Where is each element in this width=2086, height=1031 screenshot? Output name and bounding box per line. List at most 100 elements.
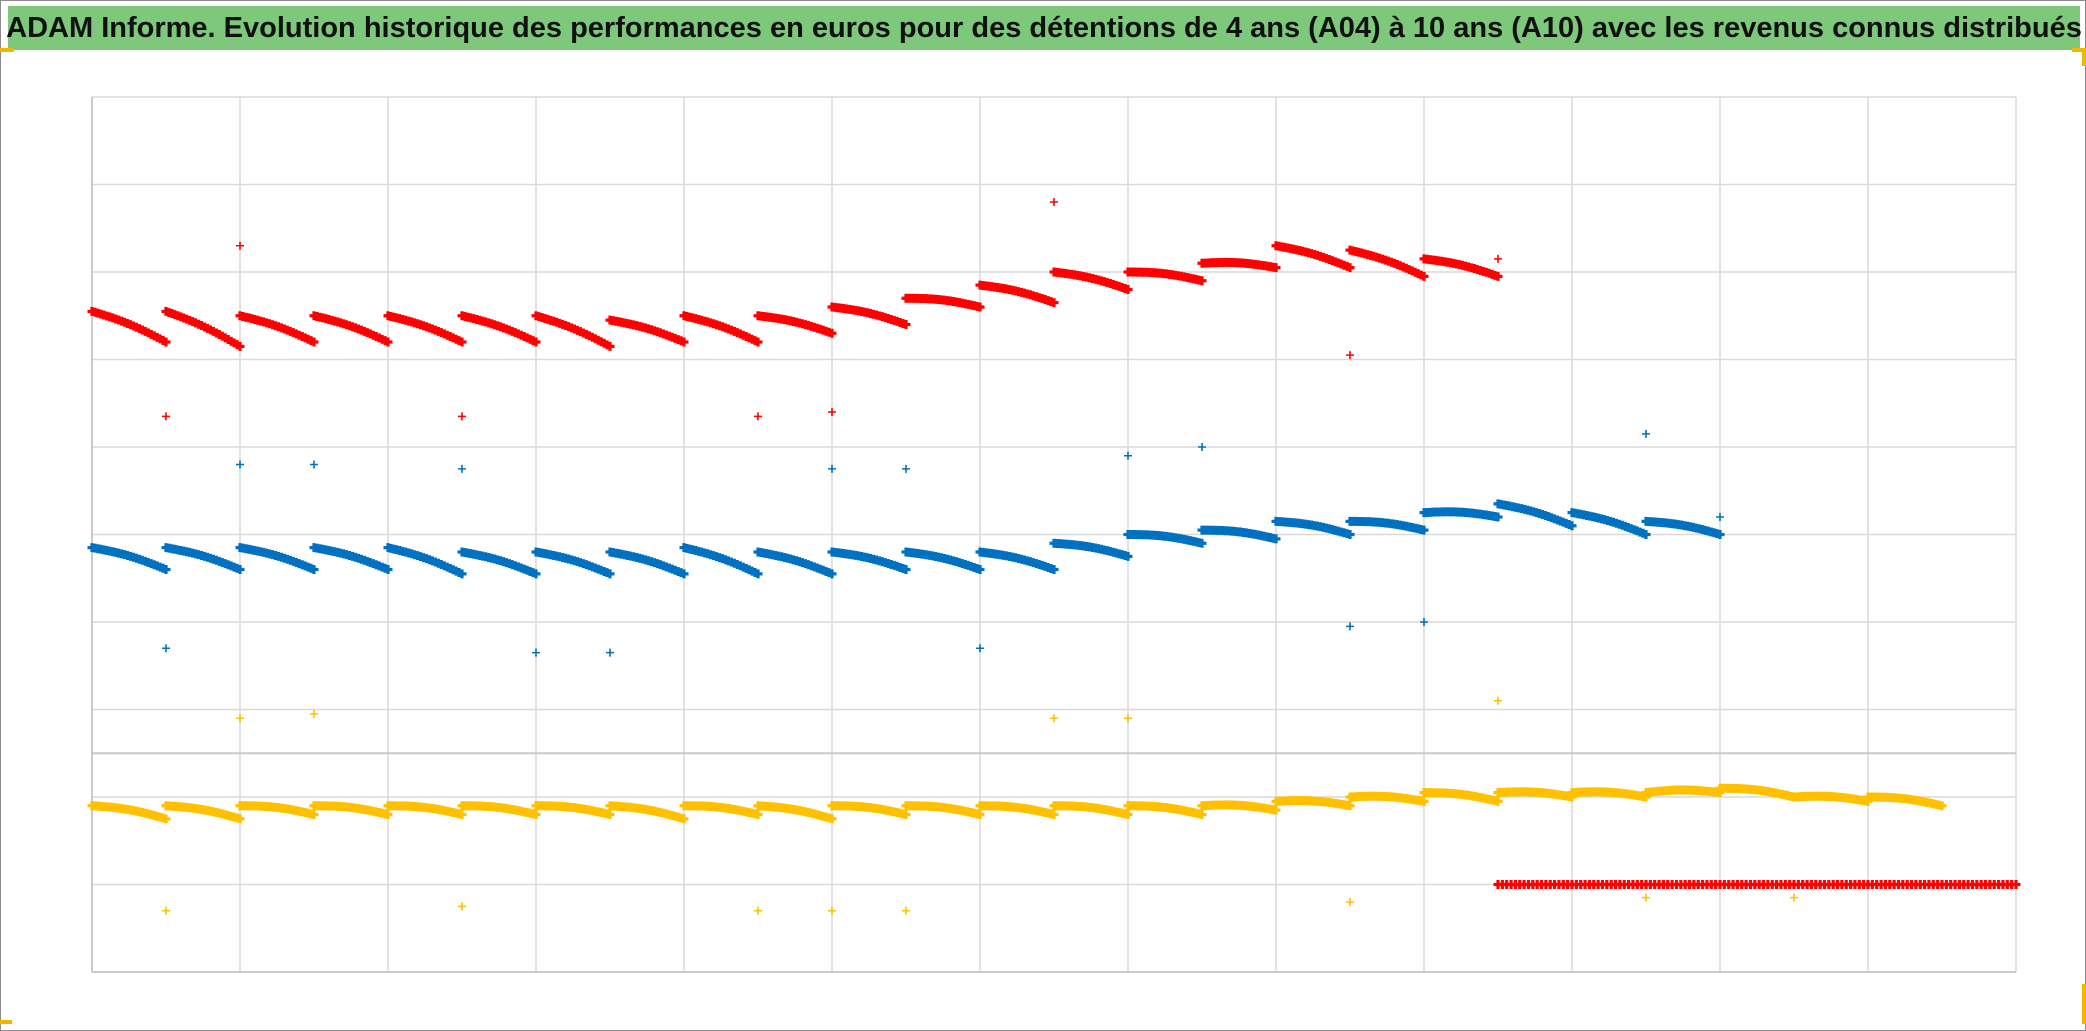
data-point xyxy=(383,810,393,819)
outlier-point xyxy=(458,464,466,473)
data-point xyxy=(827,814,837,824)
outlier-point xyxy=(236,460,244,469)
data-point xyxy=(753,337,763,347)
data-point xyxy=(1567,521,1577,531)
data-point xyxy=(605,341,615,351)
data-point xyxy=(1049,565,1059,574)
outlier-point xyxy=(236,714,244,723)
data-point xyxy=(1271,805,1281,815)
data-point xyxy=(161,565,171,574)
data-point xyxy=(679,337,689,347)
data-point xyxy=(1493,512,1503,522)
data-point xyxy=(1641,530,1651,539)
data-point xyxy=(383,565,393,574)
outlier-point xyxy=(1494,696,1502,705)
data-point xyxy=(1049,298,1059,308)
outlier-point xyxy=(1198,443,1206,451)
outlier-point xyxy=(1124,714,1132,723)
data-point xyxy=(901,320,911,329)
data-point xyxy=(531,337,541,347)
data-point xyxy=(605,569,615,579)
data-point xyxy=(901,810,911,819)
outlier-point xyxy=(1346,898,1354,906)
data-point xyxy=(309,810,319,819)
data-point xyxy=(1345,530,1355,539)
data-point xyxy=(1049,810,1059,819)
data-point xyxy=(827,328,837,338)
outlier-point xyxy=(310,709,318,718)
outlier-point xyxy=(236,241,244,250)
outlier-point xyxy=(902,464,910,473)
data-point xyxy=(1419,271,1429,281)
corner-marker-top-left xyxy=(0,48,14,52)
data-point xyxy=(457,569,467,579)
data-point xyxy=(161,814,171,824)
data-point xyxy=(975,810,985,819)
data-point xyxy=(679,569,689,579)
outlier-point xyxy=(1716,513,1724,521)
outlier-point xyxy=(310,460,318,469)
outlier-point xyxy=(162,644,170,653)
outlier-point xyxy=(1050,198,1058,206)
outlier-point xyxy=(902,906,910,915)
outlier-point xyxy=(1124,451,1132,460)
data-point xyxy=(1345,801,1355,811)
data-point xyxy=(1271,534,1281,544)
outlier-point xyxy=(1494,254,1502,263)
outlier-point xyxy=(1420,618,1428,626)
corner-marker-bottom-right xyxy=(2082,984,2086,1024)
outlier-point xyxy=(1642,893,1650,902)
outlier-point xyxy=(1642,429,1650,438)
data-point xyxy=(1493,271,1503,281)
outlier-point xyxy=(162,906,170,915)
outlier-point xyxy=(162,412,170,421)
data-point xyxy=(975,565,985,574)
data-point xyxy=(1937,801,1947,811)
data-point xyxy=(2011,880,2021,889)
data-point xyxy=(1493,796,1503,806)
outlier-point xyxy=(828,464,836,473)
data-point xyxy=(161,337,171,347)
data-point xyxy=(1419,796,1429,806)
data-point xyxy=(235,341,245,351)
data-point xyxy=(1197,810,1207,819)
chart-title: ADAM Informe. Evolution historique des p… xyxy=(6,11,2082,44)
corner-marker-top-right xyxy=(2072,48,2086,52)
outlier-point xyxy=(754,412,762,421)
data-point xyxy=(235,814,245,824)
outlier-point xyxy=(532,648,540,657)
corner-marker-right-edge xyxy=(2082,48,2086,66)
chart-title-bar: ADAM Informe. Evolution historique des p… xyxy=(6,6,2082,50)
outlier-point xyxy=(606,648,614,657)
data-point xyxy=(383,337,393,347)
data-point xyxy=(1123,810,1133,819)
data-point xyxy=(1123,285,1133,294)
data-point xyxy=(1123,551,1133,561)
data-point xyxy=(531,569,541,579)
data-point xyxy=(457,810,467,819)
data-point xyxy=(901,565,911,574)
data-point xyxy=(457,337,467,347)
data-point xyxy=(235,565,245,574)
outlier-point xyxy=(1346,351,1354,360)
outlier-point xyxy=(754,906,762,915)
data-point xyxy=(309,337,319,347)
outlier-point xyxy=(1050,714,1058,723)
corner-marker-bottom-left xyxy=(0,1020,12,1024)
data-point xyxy=(309,565,319,574)
data-point xyxy=(975,302,985,312)
data-point xyxy=(1715,530,1725,539)
outlier-point xyxy=(458,412,466,421)
outlier-point xyxy=(976,644,984,653)
data-point xyxy=(753,810,763,819)
data-point xyxy=(1419,525,1429,535)
outlier-point xyxy=(828,408,836,416)
outlier-point xyxy=(1790,893,1798,902)
data-point xyxy=(1197,276,1207,286)
outlier-point xyxy=(458,902,466,911)
data-point xyxy=(605,810,615,819)
data-point xyxy=(531,810,541,819)
data-point xyxy=(679,814,689,824)
data-point xyxy=(753,569,763,579)
